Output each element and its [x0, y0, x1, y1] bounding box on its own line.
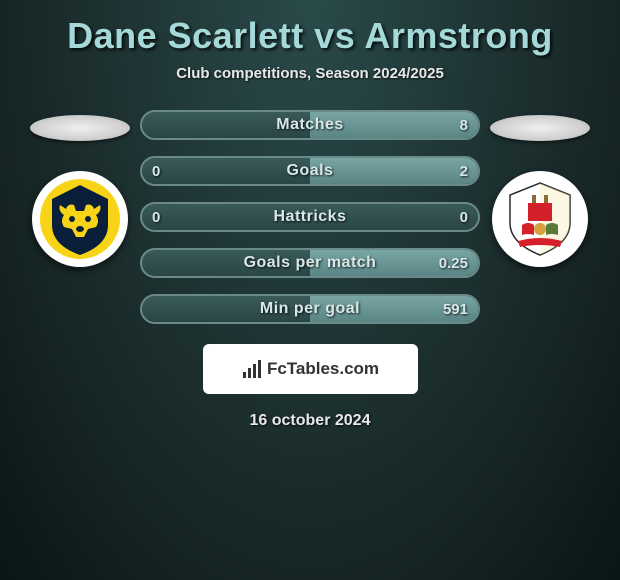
stat-row-hattricks: 0 Hattricks 0 — [140, 202, 480, 232]
comparison-card: Dane Scarlett vs Armstrong Club competit… — [0, 0, 620, 440]
stat-label: Matches — [276, 116, 344, 134]
stat-row-goals-per-match: Goals per match 0.25 — [140, 248, 480, 278]
stat-right-value: 2 — [460, 163, 468, 180]
stat-right-value: 0.25 — [439, 255, 468, 272]
stat-label: Goals — [287, 162, 334, 180]
stats-area: Matches 8 0 Goals 2 0 Hattricks 0 Goals … — [0, 110, 620, 324]
stat-right-value: 8 — [460, 117, 468, 134]
stat-right-value: 591 — [443, 301, 468, 318]
bristol-city-crest-icon — [498, 177, 582, 261]
stat-left-value: 0 — [152, 209, 160, 226]
oxford-united-crest-icon — [38, 177, 122, 261]
player-placeholder-right — [490, 115, 590, 141]
stat-label: Goals per match — [244, 254, 377, 272]
stat-row-min-per-goal: Min per goal 591 — [140, 294, 480, 324]
footer-date: 16 october 2024 — [250, 412, 371, 430]
stat-label: Hattricks — [274, 208, 347, 226]
fctables-logo[interactable]: FcTables.com — [203, 344, 418, 394]
stat-fill-right — [310, 158, 478, 184]
page-subtitle: Club competitions, Season 2024/2025 — [176, 65, 444, 82]
stat-row-goals: 0 Goals 2 — [140, 156, 480, 186]
chart-icon — [241, 358, 263, 380]
stat-row-matches: Matches 8 — [140, 110, 480, 140]
stat-right-value: 0 — [460, 209, 468, 226]
stat-left-value: 0 — [152, 163, 160, 180]
team-badge-left — [32, 171, 128, 267]
stat-label: Min per goal — [260, 300, 360, 318]
stats-list: Matches 8 0 Goals 2 0 Hattricks 0 Goals … — [140, 110, 480, 324]
right-player-col — [480, 110, 600, 267]
logo-text: FcTables.com — [267, 359, 379, 379]
team-badge-right — [492, 171, 588, 267]
left-player-col — [20, 110, 140, 267]
player-placeholder-left — [30, 115, 130, 141]
page-title: Dane Scarlett vs Armstrong — [67, 15, 553, 57]
